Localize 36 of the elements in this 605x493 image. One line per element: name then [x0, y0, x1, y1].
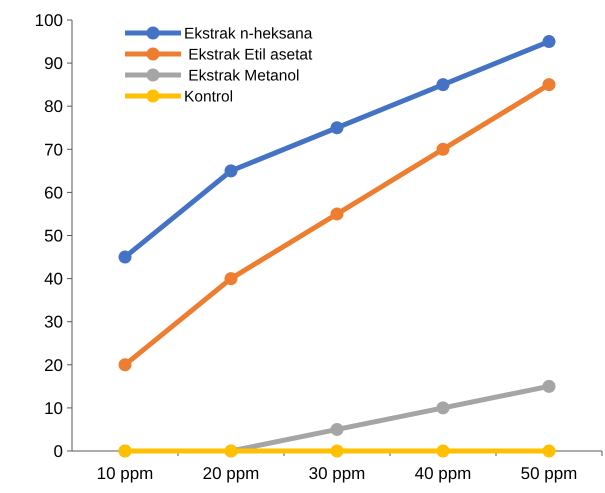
x-tick-label: 10 ppm: [96, 464, 154, 483]
point: [330, 121, 344, 134]
point: [436, 78, 450, 92]
y-tick-label: 80: [44, 97, 63, 116]
point: [330, 207, 344, 220]
point: [330, 422, 344, 436]
y-tick-label: 100: [34, 10, 63, 30]
legend-label: Kontrol: [184, 88, 234, 106]
y-tick-label: 50: [44, 226, 63, 246]
y-tick-label: 70: [44, 140, 63, 160]
y-tick-label: 90: [44, 54, 63, 74]
x-tick-label: 40 ppm: [414, 464, 472, 483]
legend-label: Ekstrak n-heksana: [184, 25, 313, 42]
point: [224, 164, 238, 178]
point: [436, 142, 450, 156]
x-tick-label: 50 ppm: [520, 464, 578, 483]
y-tick-label: 40: [44, 270, 63, 289]
y-tick-label: 10: [44, 398, 63, 418]
point: [330, 444, 344, 458]
point: [542, 35, 556, 48]
point: [542, 444, 556, 458]
y-tick-label: 60: [44, 183, 63, 202]
point: [436, 444, 450, 458]
point: [436, 401, 450, 414]
point: [118, 250, 132, 264]
point: [118, 358, 132, 372]
y-tick-label: 30: [44, 312, 63, 332]
x-tick-label: 20 ppm: [202, 464, 260, 483]
point: [224, 272, 238, 286]
y-tick-label: 0: [54, 442, 63, 461]
x-tick-label: 30 ppm: [308, 464, 366, 483]
legend-label: Ekstrak Metanol: [184, 67, 300, 84]
y-tick-label: 20: [44, 356, 63, 375]
point: [542, 78, 556, 92]
legend-label: Ekstrak Etil asetat: [184, 46, 314, 64]
point: [542, 380, 556, 393]
